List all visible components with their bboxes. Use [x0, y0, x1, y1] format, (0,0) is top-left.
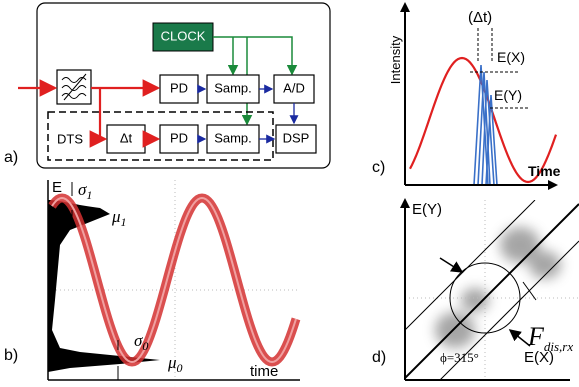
block-label: DSP [283, 130, 310, 145]
panel-b: E time σ1 μ1 σ0 μ0 b) [4, 179, 300, 380]
axis-label: E(Y) [412, 201, 442, 218]
panel-a: CLOCK PD Samp. A/D DTS Δt PD Samp. DSP [4, 3, 330, 168]
waveform [52, 198, 296, 362]
axis-label: time [250, 363, 278, 380]
annotation: μ1 [111, 207, 127, 229]
block-label: A/D [283, 80, 305, 95]
annotation: E(X) [497, 49, 525, 65]
arc-tick [523, 282, 536, 300]
figure: CLOCK PD Samp. A/D DTS Δt PD Samp. DSP [0, 0, 579, 387]
arrow [510, 330, 530, 346]
panel-label: a) [4, 149, 18, 166]
samples [474, 65, 497, 185]
panel-label: c) [372, 159, 385, 176]
block-label: Δt [120, 130, 133, 145]
axis-arrow [400, 198, 410, 208]
annotation: ϕ=315° [440, 350, 479, 365]
arrow [440, 258, 462, 272]
axis-label: Time [528, 163, 561, 179]
panel-label: d) [372, 349, 386, 366]
clock-label: CLOCK [161, 28, 206, 43]
block-label: Samp. [214, 130, 252, 145]
panel-c: Intensity (Δt) E(X) E(Y) Time c) [372, 2, 561, 190]
annotation: σ1 [78, 180, 92, 202]
axis-label: E [52, 179, 62, 196]
panel-label: b) [4, 347, 18, 364]
block-label: DTS [57, 131, 83, 146]
annotation: E(Y) [494, 87, 522, 103]
waveform-core [52, 198, 296, 362]
block-label: Samp. [214, 80, 252, 95]
axis-label: Intensity [388, 35, 403, 84]
axis-label: E(X) [524, 349, 554, 366]
block-label: PD [170, 80, 188, 95]
annotation: μ0 [167, 353, 183, 375]
annotation: (Δt) [468, 9, 492, 26]
panel-d: E(Y) Fdis,rx ϕ=315° E(X) d) [372, 198, 579, 380]
block-label: PD [170, 130, 188, 145]
